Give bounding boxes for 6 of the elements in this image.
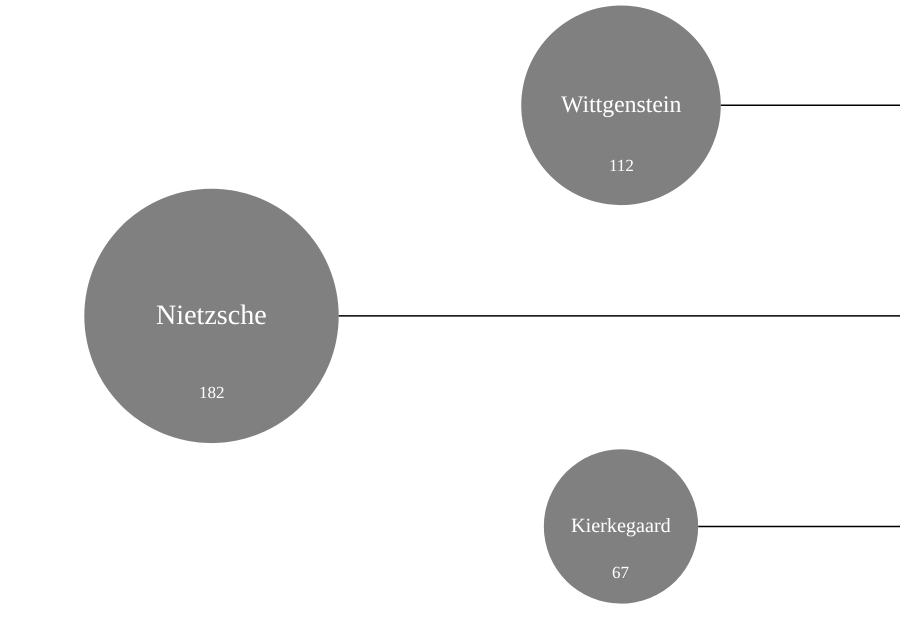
data-label: 112 [609, 156, 634, 175]
data-label: 67 [612, 563, 630, 582]
category-label: Nietzsche [156, 300, 267, 331]
category-label: Wittgenstein [561, 92, 682, 118]
category-label: Kierkegaard [571, 515, 671, 537]
data-label: 182 [199, 383, 224, 402]
